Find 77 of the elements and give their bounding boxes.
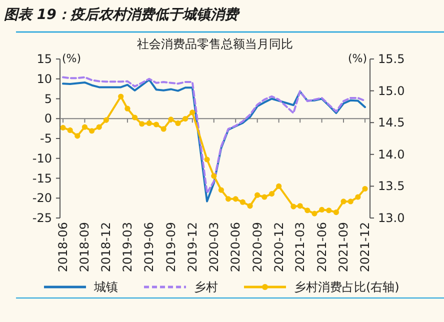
y-tick-label: 15 bbox=[36, 52, 52, 66]
point bbox=[103, 117, 110, 123]
x-tick-label: 2019-09 bbox=[164, 222, 178, 272]
point bbox=[326, 208, 332, 214]
point bbox=[247, 203, 253, 209]
x-tick-label: 2019-03 bbox=[120, 222, 134, 272]
point bbox=[153, 122, 160, 128]
x-tick-label: 2021-03 bbox=[293, 222, 308, 272]
point bbox=[225, 196, 232, 202]
x-tick-label: 2021-12 bbox=[358, 222, 372, 272]
y2-axis-title: (%) bbox=[348, 52, 367, 65]
point bbox=[262, 194, 268, 200]
point bbox=[304, 208, 310, 214]
chart-title: 图表 19：疫后农村消费低于城镇消费 bbox=[4, 6, 240, 23]
point bbox=[348, 198, 354, 204]
point bbox=[190, 110, 196, 116]
point bbox=[146, 120, 152, 126]
y2-tick-label: 15.5 bbox=[378, 52, 405, 66]
point bbox=[318, 206, 325, 213]
legend-label: 城镇 bbox=[93, 280, 118, 294]
point bbox=[362, 186, 368, 192]
x-tick-label: 2020-09 bbox=[250, 222, 264, 272]
point bbox=[240, 199, 246, 205]
point bbox=[89, 128, 95, 134]
y2-tick-label: 13.5 bbox=[378, 179, 405, 194]
point bbox=[182, 116, 188, 122]
y-tick-label: -10 bbox=[32, 151, 52, 166]
point bbox=[175, 120, 181, 126]
point bbox=[340, 198, 346, 204]
point bbox=[160, 126, 166, 132]
point bbox=[297, 203, 303, 209]
chart-subtitle: 社会消费品零售总额当月同比 bbox=[137, 37, 293, 51]
point bbox=[276, 183, 282, 189]
legend-label: 乡村消费占比(右轴) bbox=[294, 280, 400, 294]
point bbox=[168, 116, 174, 122]
x-tick-label: 2018-12 bbox=[99, 222, 114, 272]
point bbox=[124, 106, 130, 112]
x-tick-label: 2021-09 bbox=[336, 222, 351, 272]
x-tick-label: 2021-06 bbox=[314, 222, 329, 272]
y2-tick-label: 15.0 bbox=[378, 84, 405, 98]
y-tick-label: 0 bbox=[44, 112, 52, 126]
y-tick-label: -15 bbox=[32, 171, 52, 186]
point bbox=[96, 124, 102, 130]
point bbox=[60, 124, 66, 130]
y-tick-label: -20 bbox=[32, 191, 52, 206]
legend-label: 乡村 bbox=[194, 280, 218, 294]
point bbox=[82, 124, 88, 130]
y-tick-label: -5 bbox=[40, 132, 52, 146]
x-tick-label: 2020-03 bbox=[206, 222, 221, 272]
point bbox=[132, 114, 138, 120]
y-tick-label: 10 bbox=[36, 72, 52, 86]
y-tick-label: 5 bbox=[44, 92, 52, 106]
x-tick-label: 2019-06 bbox=[142, 222, 156, 272]
y-tick-label: -25 bbox=[32, 211, 52, 225]
point bbox=[74, 133, 80, 139]
point bbox=[333, 209, 339, 216]
point bbox=[118, 94, 124, 100]
y2-tick-label: 14.5 bbox=[378, 116, 405, 130]
point bbox=[139, 121, 145, 127]
y-axis-title: (%) bbox=[62, 52, 82, 65]
point bbox=[254, 192, 260, 198]
point bbox=[67, 127, 73, 134]
y2-tick-label: 13.0 bbox=[378, 211, 405, 225]
x-tick-label: 2020-12 bbox=[272, 222, 286, 272]
point bbox=[232, 196, 238, 202]
point bbox=[355, 194, 361, 200]
x-tick-label: 2018-09 bbox=[78, 222, 92, 272]
x-tick-label: 2020-06 bbox=[228, 222, 243, 272]
point bbox=[218, 187, 224, 193]
y2-tick-label: 14.0 bbox=[378, 147, 405, 162]
point bbox=[204, 156, 210, 162]
point bbox=[268, 191, 275, 197]
x-tick-label: 2019-12 bbox=[185, 222, 200, 272]
x-tick-label: 2018-06 bbox=[56, 222, 70, 272]
point bbox=[211, 173, 217, 179]
point bbox=[290, 204, 296, 210]
point bbox=[312, 210, 318, 216]
